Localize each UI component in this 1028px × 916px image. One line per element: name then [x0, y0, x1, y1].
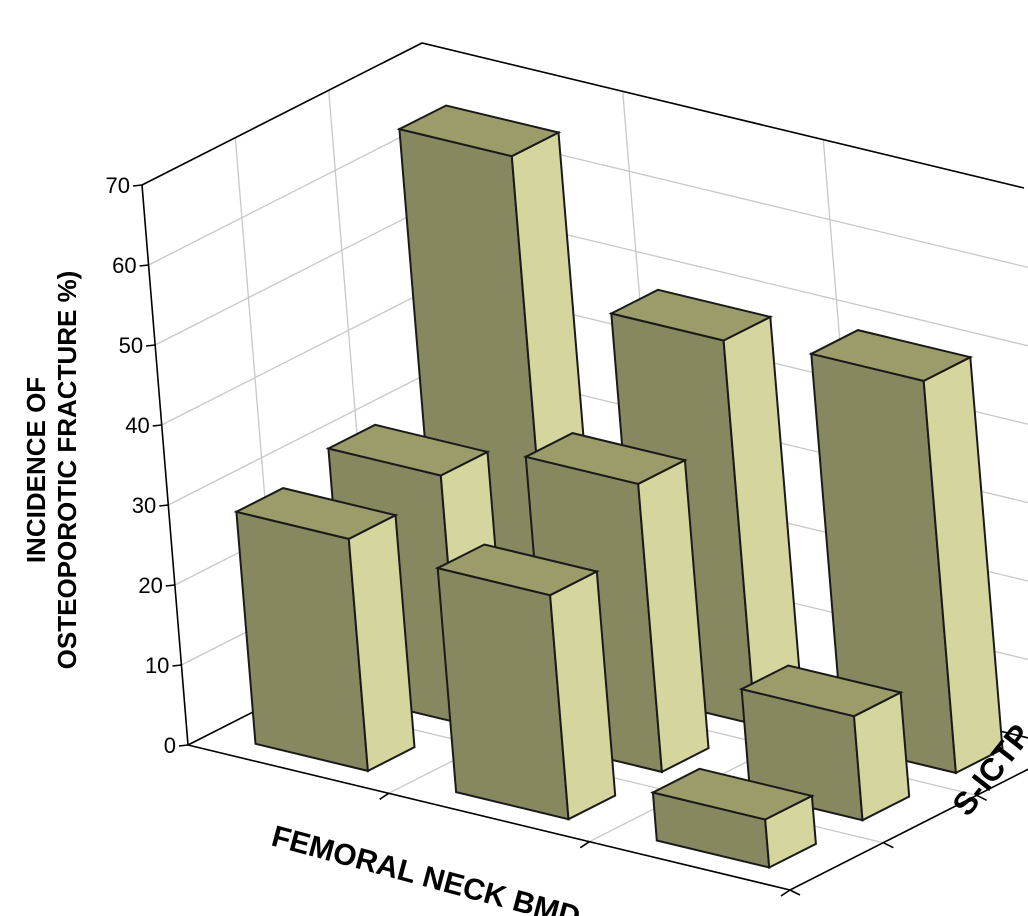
y-tick: [159, 504, 169, 507]
z-tick: [789, 889, 801, 896]
bar: [650, 767, 817, 870]
y-axis-title-line-1: INCIDENCE OF: [21, 377, 51, 563]
y-tick-label: 60: [112, 253, 136, 278]
x-tick: [780, 889, 791, 897]
y-tick-label: 10: [145, 653, 169, 678]
y-axis-line: [141, 184, 189, 746]
bar: [434, 543, 617, 821]
z-axis-line: [789, 768, 1028, 891]
bar-top-face: [650, 767, 815, 821]
z-tick: [976, 794, 988, 802]
bar-top-face: [738, 664, 904, 718]
y-tick: [146, 344, 156, 347]
bar-top-face: [396, 104, 562, 158]
grid-line-h: [141, 42, 1025, 189]
y-tick-label: 30: [132, 493, 156, 518]
y-axis-title-line-2: OSTEOPOROTIC FRACTURE %): [52, 271, 82, 670]
y-tick: [139, 264, 149, 267]
bar-top-face: [522, 432, 688, 485]
y-tick-label: 70: [106, 173, 130, 198]
y-tick: [152, 424, 162, 427]
y-tick: [178, 744, 189, 747]
y-tick: [132, 184, 143, 187]
grid-line-h: [154, 202, 1028, 347]
y-tick-label: 0: [164, 733, 176, 758]
bar-front-face: [235, 510, 370, 773]
y-tick-label: 20: [138, 573, 162, 598]
y-tick-label: 50: [119, 333, 143, 358]
grid-line-h: [148, 122, 1028, 269]
back-top-edge: [141, 42, 1025, 189]
y-tick-label: 40: [125, 413, 149, 438]
y-tick: [172, 664, 182, 667]
chart-bars: [233, 104, 1004, 870]
z-tick: [882, 841, 894, 849]
bar: [233, 487, 416, 773]
y-tick: [165, 584, 175, 587]
bar-front-face: [436, 566, 570, 821]
bar-top-face: [434, 543, 600, 597]
x-axis-title: FEMORAL NECK BMD: [268, 820, 583, 916]
bar: [808, 329, 1004, 775]
bar-top-face: [608, 288, 774, 342]
bar-top-face: [325, 423, 491, 477]
x-tick: [379, 792, 390, 800]
x-axis-line: [187, 744, 791, 891]
bar-top-face: [233, 487, 399, 540]
bar-top-face: [808, 329, 974, 382]
x-tick: [579, 841, 590, 849]
